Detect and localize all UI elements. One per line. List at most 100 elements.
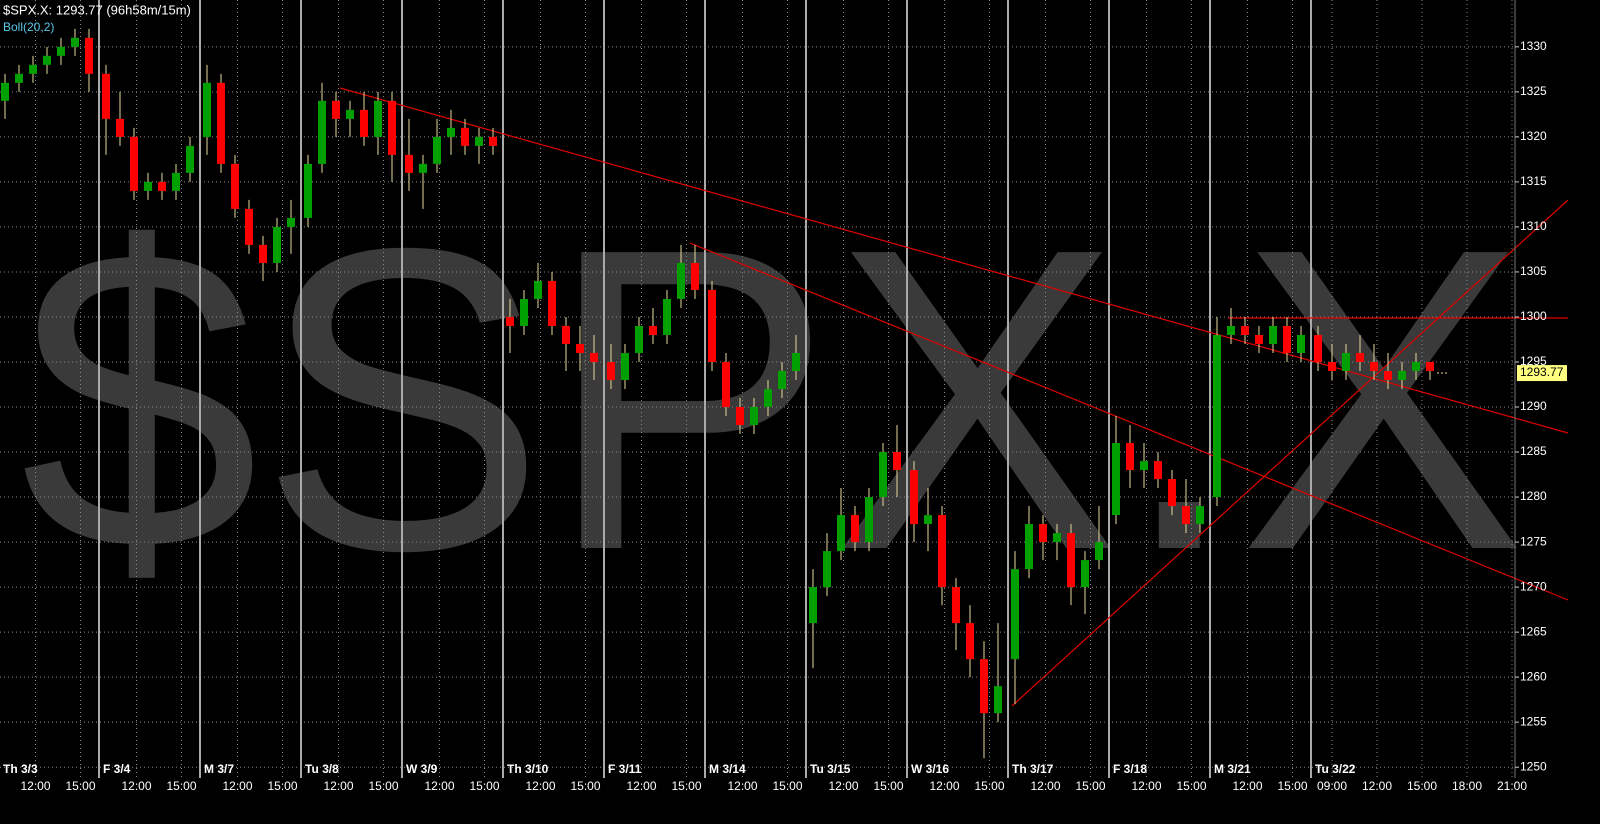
y-tick-label: 1315 bbox=[1520, 174, 1547, 188]
y-tick-label: 1285 bbox=[1520, 444, 1547, 458]
candle-body bbox=[447, 127, 455, 137]
candle-body bbox=[203, 82, 211, 137]
candle-body bbox=[1196, 506, 1204, 525]
candle-body bbox=[130, 136, 138, 191]
candle-body bbox=[489, 136, 497, 146]
candle-body bbox=[809, 587, 817, 624]
day-label: Tu 3/22 bbox=[1315, 762, 1356, 776]
candle-body bbox=[1067, 533, 1075, 588]
trend-line bbox=[339, 87, 1569, 434]
x-tick-label: 12:00 bbox=[929, 779, 959, 793]
y-tick-label: 1295 bbox=[1520, 354, 1547, 368]
x-tick-label: 15:00 bbox=[974, 779, 1004, 793]
x-tick-label: 09:00 bbox=[1317, 779, 1347, 793]
x-tick-label: 15:00 bbox=[570, 779, 600, 793]
candle-body bbox=[520, 298, 528, 326]
candle-body bbox=[994, 686, 1002, 714]
candle-body bbox=[217, 82, 225, 164]
candle-body bbox=[71, 37, 79, 47]
candle-body bbox=[172, 172, 180, 191]
candle-body bbox=[893, 452, 901, 471]
day-label: Tu 3/8 bbox=[305, 762, 339, 776]
candle-body bbox=[57, 46, 65, 56]
x-tick-label: 12:00 bbox=[1232, 779, 1262, 793]
candle-body bbox=[635, 325, 643, 353]
candle-body bbox=[865, 497, 873, 543]
y-tick-label: 1260 bbox=[1520, 669, 1547, 683]
day-label: F 3/11 bbox=[608, 762, 642, 776]
y-tick-label: 1320 bbox=[1520, 129, 1547, 143]
candle-body bbox=[1412, 361, 1420, 371]
x-tick-label: 12:00 bbox=[323, 779, 353, 793]
candle-body bbox=[966, 623, 974, 660]
y-tick-label: 1280 bbox=[1520, 489, 1547, 503]
candle-body bbox=[102, 73, 110, 119]
candle-body bbox=[879, 452, 887, 498]
candle-body bbox=[952, 587, 960, 624]
candle-body bbox=[1426, 361, 1434, 371]
x-tick-label: 12:00 bbox=[222, 779, 252, 793]
day-label: Th 3/17 bbox=[1012, 762, 1054, 776]
candle-body bbox=[750, 407, 758, 426]
candle-body bbox=[1314, 334, 1322, 362]
candle-body bbox=[1095, 542, 1103, 561]
x-tick-label: 12:00 bbox=[1030, 779, 1060, 793]
candle-body bbox=[1342, 352, 1350, 371]
candle-body bbox=[590, 352, 598, 362]
candle-body bbox=[1241, 325, 1249, 335]
y-tick-label: 1255 bbox=[1520, 714, 1547, 728]
candle-body bbox=[1112, 443, 1120, 516]
candle-body bbox=[1, 82, 9, 101]
candle-body bbox=[360, 109, 368, 137]
candle-body bbox=[1126, 443, 1134, 471]
candle-body bbox=[938, 515, 946, 588]
candle-body bbox=[1370, 361, 1378, 371]
x-tick-label: 12:00 bbox=[424, 779, 454, 793]
candle-body bbox=[837, 515, 845, 552]
x-tick-label: 12:00 bbox=[121, 779, 151, 793]
x-tick-label: 15:00 bbox=[1176, 779, 1206, 793]
day-label: Tu 3/15 bbox=[810, 762, 851, 776]
candle-body bbox=[186, 145, 194, 173]
x-tick-label: 15:00 bbox=[1407, 779, 1437, 793]
candle-body bbox=[548, 280, 556, 326]
x-tick-label: 15:00 bbox=[469, 779, 499, 793]
header: $SPX.X: 1293.77 (96h58m/15m) bbox=[3, 2, 191, 17]
day-label: M 3/14 bbox=[709, 762, 746, 776]
day-separators bbox=[98, 0, 1312, 778]
indicator-label: Boll(20,2) bbox=[3, 20, 54, 34]
y-tick-label: 1250 bbox=[1520, 759, 1547, 773]
y-tick-label: 1330 bbox=[1520, 39, 1547, 53]
candle-body bbox=[1011, 569, 1019, 660]
candles bbox=[1, 28, 1449, 759]
candle-body bbox=[663, 298, 671, 335]
x-tick-label: 15:00 bbox=[873, 779, 903, 793]
candle-body bbox=[1154, 461, 1162, 480]
candle-body bbox=[1213, 334, 1221, 498]
x-tick-label: 12:00 bbox=[828, 779, 858, 793]
y-tick-label: 1325 bbox=[1520, 84, 1547, 98]
x-tick-label: 18:00 bbox=[1452, 779, 1482, 793]
candle-body bbox=[621, 352, 629, 380]
y-tick-label: 1290 bbox=[1520, 399, 1547, 413]
day-label: F 3/4 bbox=[103, 762, 131, 776]
x-tick-label: 15:00 bbox=[671, 779, 701, 793]
x-tick-label: 15:00 bbox=[1075, 779, 1105, 793]
candle-body bbox=[29, 64, 37, 74]
y-tick-label: 1265 bbox=[1520, 624, 1547, 638]
candle-body bbox=[677, 262, 685, 299]
candle-body bbox=[475, 136, 483, 146]
y-tick-label: 1270 bbox=[1520, 579, 1547, 593]
candle-body bbox=[778, 370, 786, 389]
trend-line bbox=[689, 242, 1569, 601]
candle-body bbox=[1255, 334, 1263, 344]
candle-body bbox=[43, 55, 51, 65]
candle-body bbox=[245, 208, 253, 245]
candle-body bbox=[374, 100, 382, 137]
candle-body bbox=[534, 280, 542, 299]
x-tick-label: 15:00 bbox=[772, 779, 802, 793]
candle-body bbox=[1182, 506, 1190, 525]
x-tick-label: 12:00 bbox=[525, 779, 555, 793]
